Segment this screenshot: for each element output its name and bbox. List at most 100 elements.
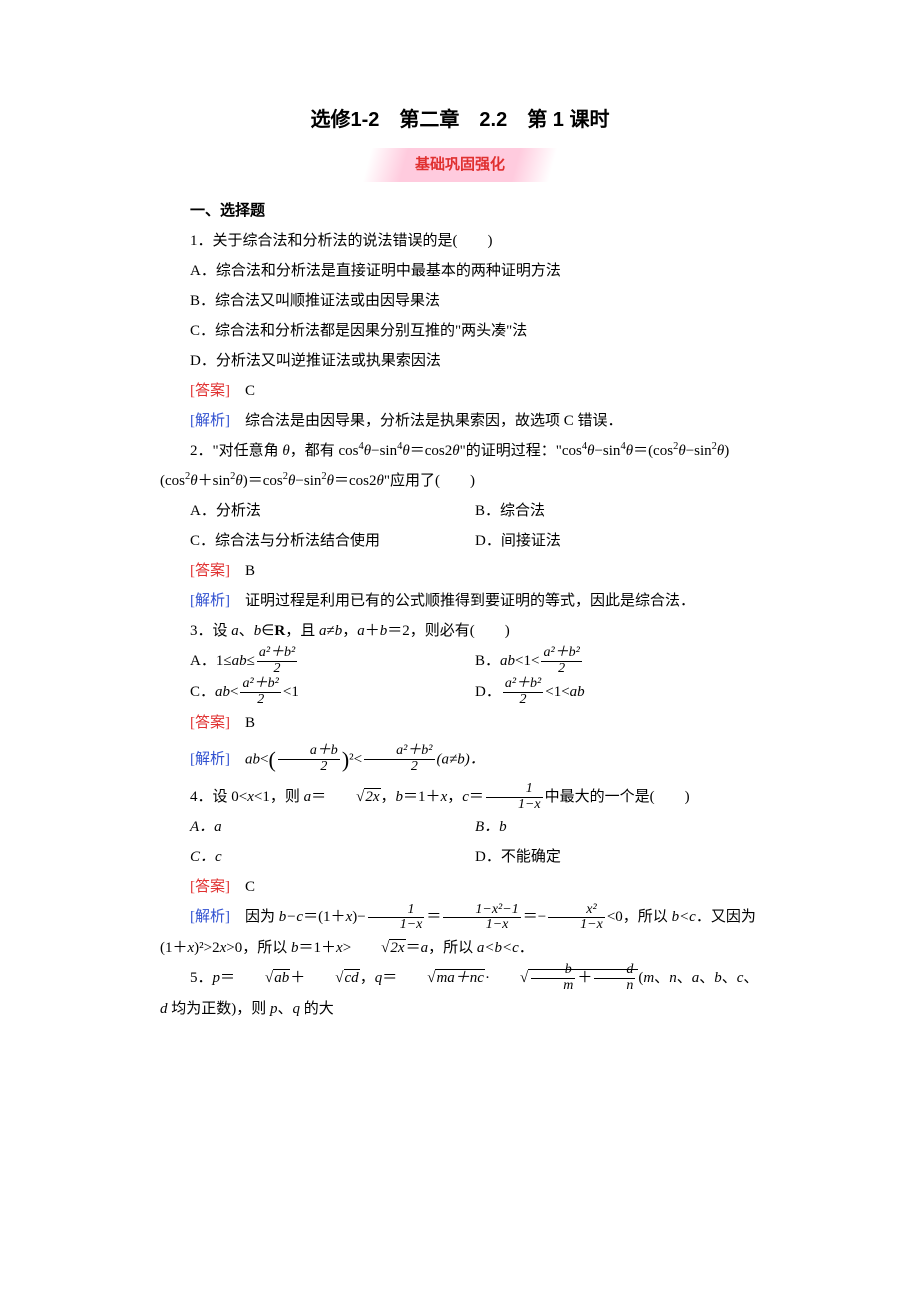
- t: ＝cos2: [410, 443, 453, 459]
- t: 、: [278, 1001, 293, 1017]
- num: a²＋b²: [364, 744, 434, 759]
- ab: ab: [570, 684, 585, 700]
- t: B．: [475, 653, 500, 669]
- den: 1−x: [443, 917, 520, 933]
- a: a: [304, 789, 312, 805]
- t: ＝1＋: [403, 789, 441, 805]
- t: ，且: [285, 623, 319, 639]
- q2-options: A．分析法 B．综合法 C．综合法与分析法结合使用 D．间接证法: [160, 496, 760, 556]
- t: )−: [352, 909, 365, 925]
- q2-stem: 2．"对任意角 θ，都有 cos4θ−sin4θ＝cos2θ"的证明过程："co…: [160, 436, 760, 496]
- t: ≠: [326, 623, 334, 639]
- t: ＝: [220, 970, 235, 986]
- explain-label: [解析]: [190, 751, 230, 767]
- t: ＝: [469, 789, 484, 805]
- theta: θ: [282, 443, 289, 459]
- t: −sin: [594, 443, 620, 459]
- rad: ma＋nc: [435, 969, 485, 986]
- q2-answer-value: B: [245, 563, 255, 579]
- q3-stem: 3．设 a、b∈R，且 a≠b，a＋b＝2，则必有( ): [160, 616, 760, 646]
- t: ＝−: [523, 909, 546, 925]
- num: a²＋b²: [541, 646, 581, 661]
- t: ，: [447, 789, 462, 805]
- t: D．: [475, 684, 501, 700]
- t: C．: [190, 684, 215, 700]
- m: m: [643, 970, 654, 986]
- explain-label: [解析]: [190, 413, 230, 429]
- den: 2: [503, 692, 543, 708]
- q1-answer-value: C: [245, 383, 255, 399]
- t: ，: [342, 623, 357, 639]
- q1-optD: D．分析法又叫逆推证法或执果索因法: [160, 346, 760, 376]
- b: b: [291, 940, 299, 956]
- t: (a≠b)．: [437, 751, 485, 767]
- q2-optB: B．综合法: [475, 496, 760, 526]
- t: >0，所以: [226, 940, 291, 956]
- abc: a<b<c: [477, 940, 519, 956]
- t: "应用了( ): [384, 473, 475, 489]
- ab: ab: [500, 653, 515, 669]
- q3-explain: [解析] ab<(a＋b2)²<a²＋b²2(a≠b)．: [160, 738, 760, 782]
- t: 中最大的一个是( ): [545, 789, 690, 805]
- t: ＝2，则必有( ): [387, 623, 510, 639]
- ab: ab: [245, 751, 260, 767]
- q3-optC: C．ab<a²＋b²2<1: [190, 677, 475, 708]
- t: ≤: [247, 653, 255, 669]
- t: ＝(1＋: [303, 909, 346, 925]
- x: x: [247, 789, 254, 805]
- t: ，: [381, 789, 396, 805]
- t: ＝: [426, 909, 441, 925]
- num: b: [531, 963, 575, 978]
- q4-explain: [解析] 因为 b−c＝(1＋x)−11−x＝1−x²−11−x＝−x²1−x<…: [160, 902, 760, 963]
- t: ，所以: [428, 940, 477, 956]
- a: a: [357, 623, 365, 639]
- x: x: [336, 940, 343, 956]
- theta: θ: [626, 443, 633, 459]
- q4-options: A．a B．b C．c D．不能确定: [160, 812, 760, 872]
- q2-optC: C．综合法与分析法结合使用: [190, 526, 475, 556]
- rad: 2x: [389, 939, 405, 956]
- t: 的大: [300, 1001, 334, 1017]
- den: 2: [541, 661, 581, 677]
- answer-label: [答案]: [190, 383, 230, 399]
- num: 1: [486, 782, 543, 797]
- theta: θ: [327, 473, 334, 489]
- t: <: [230, 684, 238, 700]
- t: ²<: [349, 751, 362, 767]
- section-banner: 基础巩固强化: [397, 148, 523, 182]
- q4-optA: A．a: [190, 812, 475, 842]
- t: 、: [677, 970, 692, 986]
- q2-optA: A．分析法: [190, 496, 475, 526]
- t: A．1≤: [190, 653, 232, 669]
- section-heading: 一、选择题: [160, 196, 760, 226]
- den: 1−x: [486, 797, 543, 813]
- q3-optA: A．1≤ab≤a²＋b²2: [190, 646, 475, 677]
- t: 5．: [190, 970, 213, 986]
- num: 1: [368, 903, 425, 918]
- b: b: [714, 970, 722, 986]
- q4-answer-value: C: [245, 879, 255, 895]
- num: a＋b: [278, 744, 340, 759]
- q1-optC: C．综合法和分析法都是因果分别互推的"两头凑"法: [160, 316, 760, 346]
- q3-optD: D．a²＋b²2<1<ab: [475, 677, 760, 708]
- q1-answer: [答案] C: [160, 376, 760, 406]
- p: p: [270, 1001, 278, 1017]
- q1-explain: [解析] 综合法是由因导果，分析法是执果索因，故选项 C 错误．: [160, 406, 760, 436]
- t: −sin: [686, 443, 712, 459]
- den: 1−x: [368, 917, 425, 933]
- den: m: [531, 978, 575, 994]
- t: ∈: [261, 623, 274, 639]
- theta: θ: [678, 443, 685, 459]
- explain-label: [解析]: [190, 593, 230, 609]
- rad: ab: [273, 969, 290, 986]
- t: ＝: [311, 789, 326, 805]
- theta: θ: [190, 473, 197, 489]
- t: "的证明过程："cos: [460, 443, 582, 459]
- t: ＋: [577, 970, 592, 986]
- answer-label: [答案]: [190, 879, 230, 895]
- q2-answer: [答案] B: [160, 556, 760, 586]
- q3-optB: B．ab<1<a²＋b²2: [475, 646, 760, 677]
- a: a: [421, 940, 429, 956]
- t: 、: [743, 970, 758, 986]
- t: >: [343, 940, 351, 956]
